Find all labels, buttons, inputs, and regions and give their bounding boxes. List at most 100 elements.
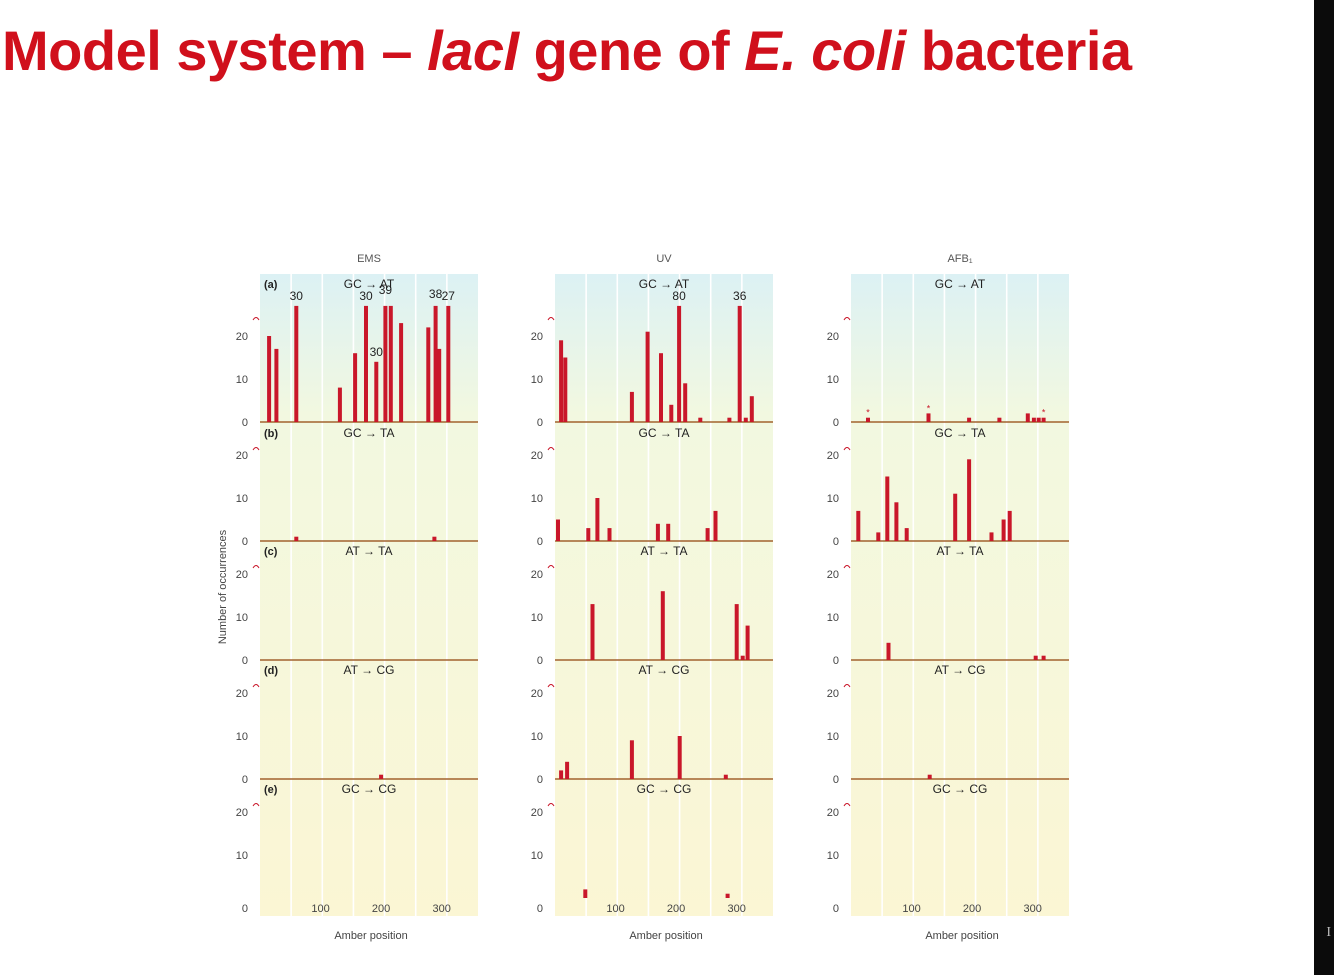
y-tick-label: 0 bbox=[537, 903, 543, 915]
bar-afb-gc-at bbox=[1031, 417, 1036, 422]
mutation-type-label-at-cg: AT → CG bbox=[344, 663, 395, 677]
bar-ems-gc-ta bbox=[432, 536, 437, 541]
bar-uv-gc-at bbox=[698, 417, 703, 422]
bar-afb-gc-ta bbox=[894, 502, 899, 541]
bar-afb-gc-ta bbox=[885, 476, 890, 541]
bar-uv-gc-at bbox=[749, 396, 754, 422]
y-tick-label: 20 bbox=[827, 569, 839, 581]
y-tick-label: 10 bbox=[236, 374, 248, 386]
bar-uv-at-cg bbox=[559, 770, 564, 779]
bar-ems-gc-at bbox=[364, 305, 368, 422]
x-axis-label: Amber position bbox=[925, 930, 998, 942]
y-tick-label: 0 bbox=[833, 903, 839, 915]
bar-uv-gc-ta bbox=[705, 528, 710, 541]
axis-break-mark bbox=[843, 317, 851, 321]
mutation-type-label-gc-at: GC → AT bbox=[639, 277, 690, 291]
bar-afb-gc-at bbox=[967, 417, 972, 422]
page-indicator: I bbox=[1326, 925, 1331, 940]
bar-uv-gc-cg bbox=[583, 889, 588, 898]
y-tick-label: 20 bbox=[827, 688, 839, 700]
x-tick-label: 300 bbox=[1023, 903, 1041, 915]
y-tick-label: 10 bbox=[531, 731, 543, 743]
y-tick-label: 0 bbox=[537, 417, 543, 429]
bar-uv-at-cg bbox=[629, 740, 634, 779]
x-tick-label: 100 bbox=[902, 903, 920, 915]
y-tick-label: 20 bbox=[236, 450, 248, 462]
bar-afb-gc-at bbox=[866, 417, 870, 422]
x-tick-label: 300 bbox=[432, 903, 450, 915]
mutation-type-label-gc-ta: GC → TA bbox=[639, 426, 690, 440]
panel-letter-b: (b) bbox=[264, 428, 278, 440]
axis-break-mark bbox=[547, 565, 555, 569]
y-tick-label: 0 bbox=[242, 417, 248, 429]
bar-uv-gc-at bbox=[743, 417, 748, 422]
axis-break-mark bbox=[252, 447, 260, 451]
y-tick-label: 0 bbox=[537, 774, 543, 786]
bar-asterisk-mark: * bbox=[927, 403, 931, 413]
axis-break-mark bbox=[547, 684, 555, 688]
title-text-3: bacteria bbox=[905, 19, 1132, 82]
bar-value-label: 38 bbox=[429, 287, 443, 301]
x-tick-label: 200 bbox=[372, 903, 390, 915]
y-tick-label: 20 bbox=[236, 688, 248, 700]
bar-afb-gc-ta bbox=[1001, 519, 1006, 541]
x-tick-label: 300 bbox=[727, 903, 745, 915]
bar-afb-gc-ta bbox=[876, 532, 881, 541]
y-axis-label: Number of occurrences bbox=[217, 529, 229, 644]
x-tick-label: 100 bbox=[606, 903, 624, 915]
axis-break-mark bbox=[252, 317, 260, 321]
y-tick-label: 0 bbox=[537, 655, 543, 667]
x-axis-label: Amber position bbox=[629, 930, 702, 942]
plot-background-afb bbox=[851, 274, 1069, 916]
title-organism-name: E. coli bbox=[744, 19, 906, 82]
bar-ems-gc-ta bbox=[294, 536, 299, 541]
bar-uv-gc-at bbox=[727, 417, 732, 422]
x-tick-label: 200 bbox=[963, 903, 981, 915]
mutagen-header-afb: AFB₁ bbox=[947, 253, 972, 265]
bar-ems-gc-at bbox=[399, 323, 404, 422]
mutation-type-label-at-ta: AT → TA bbox=[640, 544, 687, 558]
y-tick-label: 20 bbox=[531, 807, 543, 819]
bar-uv-at-ta bbox=[745, 625, 750, 660]
x-tick-label: 100 bbox=[311, 903, 329, 915]
title-gene-name: lacI bbox=[427, 19, 519, 82]
y-tick-label: 10 bbox=[236, 850, 248, 862]
y-tick-label: 20 bbox=[236, 569, 248, 581]
y-tick-label: 20 bbox=[531, 569, 543, 581]
bar-ems-gc-at bbox=[437, 348, 442, 422]
bar-uv-gc-ta bbox=[666, 523, 671, 541]
mutagen-header-ems: EMS bbox=[357, 253, 381, 265]
y-tick-label: 10 bbox=[827, 612, 839, 624]
bar-ems-gc-at bbox=[433, 305, 438, 422]
y-tick-label: 20 bbox=[236, 331, 248, 343]
mutation-type-label-at-cg: AT → CG bbox=[935, 663, 986, 677]
y-tick-label: 0 bbox=[833, 536, 839, 548]
bar-ems-gc-at bbox=[374, 361, 379, 422]
y-tick-label: 10 bbox=[827, 374, 839, 386]
bar-uv-gc-cg bbox=[725, 893, 730, 898]
bar-afb-at-cg bbox=[927, 774, 932, 779]
y-tick-label: 10 bbox=[531, 612, 543, 624]
bar-uv-gc-at bbox=[683, 383, 688, 422]
axis-break-mark bbox=[843, 565, 851, 569]
bar-afb-gc-ta bbox=[953, 493, 958, 541]
bar-afb-gc-at bbox=[1041, 417, 1046, 422]
y-tick-label: 10 bbox=[236, 493, 248, 505]
bar-ems-gc-at bbox=[426, 327, 431, 422]
bar-uv-gc-at bbox=[659, 353, 663, 422]
axis-break-mark bbox=[547, 317, 555, 321]
y-tick-label: 10 bbox=[531, 493, 543, 505]
bar-value-label: 39 bbox=[379, 283, 393, 297]
y-tick-label: 20 bbox=[827, 450, 839, 462]
x-tick-label: 200 bbox=[667, 903, 685, 915]
panel-letter-a: (a) bbox=[264, 279, 278, 291]
bar-uv-at-ta bbox=[734, 604, 739, 660]
axis-break-mark bbox=[843, 803, 851, 807]
bar-value-label: 80 bbox=[672, 289, 686, 303]
bar-afb-at-ta bbox=[886, 642, 891, 660]
y-tick-label: 0 bbox=[833, 417, 839, 429]
bar-afb-gc-ta bbox=[967, 459, 972, 541]
bar-uv-at-ta bbox=[740, 655, 745, 660]
y-tick-label: 20 bbox=[531, 331, 543, 343]
y-tick-label: 20 bbox=[827, 331, 839, 343]
